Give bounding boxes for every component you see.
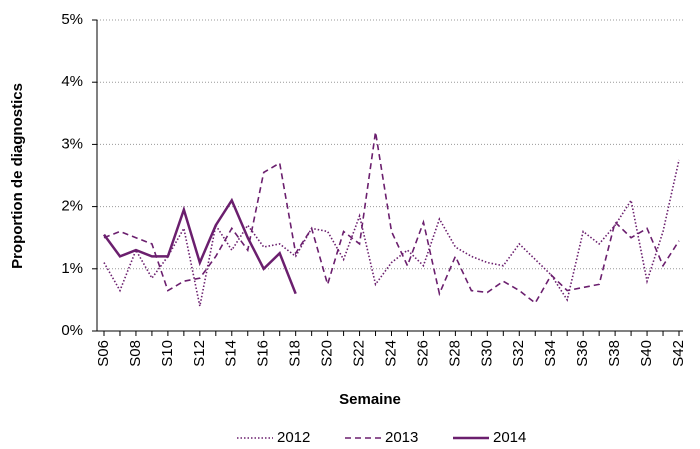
x-tick-label: S38	[606, 340, 623, 367]
x-tick-label: S30	[478, 340, 495, 367]
x-tick-label: S24	[382, 340, 399, 367]
x-tick-label: S12	[191, 340, 208, 367]
series-line	[103, 131, 680, 305]
x-tick-label: S32	[510, 340, 527, 367]
y-tick-label: 3%	[61, 135, 83, 152]
x-tick-label: S06	[95, 340, 112, 367]
x-tick-label: S22	[351, 340, 368, 367]
y-tick-label: 0%	[61, 322, 83, 339]
x-tick-label: S20	[319, 340, 336, 367]
x-axis-label: Semaine	[339, 391, 401, 408]
x-tick-label: S36	[574, 340, 591, 367]
y-axis-label: Proportion de diagnostics	[9, 83, 26, 269]
y-tick-label: 5%	[61, 11, 83, 28]
x-tick-label: S34	[542, 340, 559, 367]
x-tick-label: S18	[287, 340, 304, 367]
x-tick-label: S14	[223, 340, 240, 367]
y-tick-label: 1%	[61, 260, 83, 277]
x-tick-label: S28	[446, 340, 463, 367]
x-tick-label: S16	[255, 340, 272, 367]
x-tick-label: S08	[127, 340, 144, 367]
y-tick-label: 4%	[61, 73, 83, 90]
legend-label: 2012	[277, 429, 310, 446]
x-tick-label: S26	[414, 340, 431, 367]
legend-label: 2014	[493, 429, 526, 446]
series-line	[103, 159, 680, 307]
series-line	[102, 197, 297, 295]
x-tick-label: S42	[670, 340, 687, 367]
x-tick-label: S10	[159, 340, 176, 367]
x-tick-label: S40	[638, 340, 655, 367]
y-tick-label: 2%	[61, 198, 83, 215]
legend-label: 2013	[385, 429, 418, 446]
